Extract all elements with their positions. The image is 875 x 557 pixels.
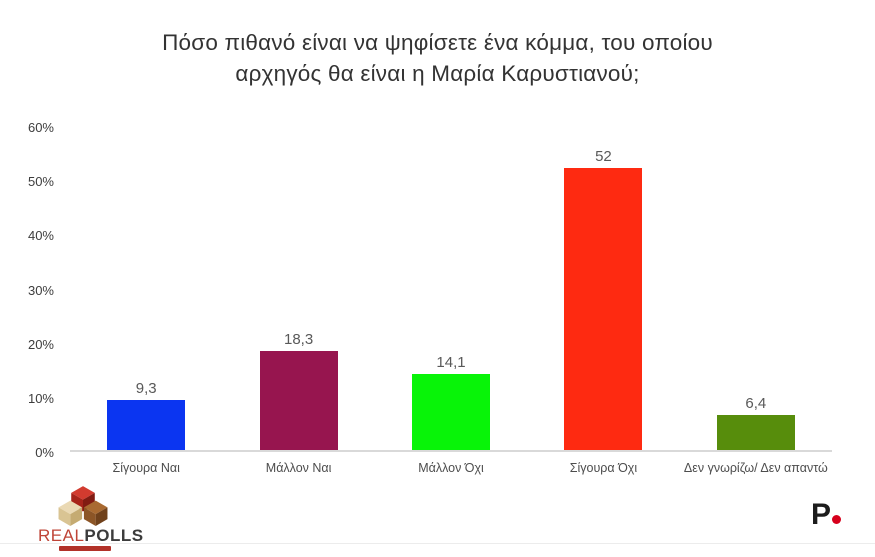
y-axis-tick-label: 20% <box>27 336 54 352</box>
y-axis-tick-label: 0% <box>35 445 54 460</box>
bar-category-label: Μάλλον Ναι <box>265 461 332 475</box>
bar-5 <box>716 415 795 450</box>
bar-2 <box>259 350 338 450</box>
realpolls-wordmark-real: REAL <box>38 526 85 545</box>
y-axis-tick-label: 60% <box>27 120 54 135</box>
bar-value-label: 14,1 <box>436 353 466 371</box>
realpolls-wordmark-polls: POLLS <box>84 526 144 545</box>
realpolls-wordmark: REALPOLLS <box>38 527 148 544</box>
y-axis: 0% 10% 20% 30% 40% 50% 60% <box>0 120 62 460</box>
bar-1 <box>107 399 186 450</box>
bar-category-label: Μάλλον Όχι <box>418 461 484 475</box>
bar-value-label: 6,4 <box>745 395 767 413</box>
chart-title-line2: αρχηγός θα είναι η Μαρία Καρυστιανού; <box>235 61 640 86</box>
bar-value-label: 52 <box>595 148 612 166</box>
plot-area: 9,3 Σίγουρα Ναι 18,3 Μάλλον Ναι 14,1 Μάλλον Ό… <box>70 127 832 475</box>
y-axis-tick-label: 40% <box>27 228 54 244</box>
chart-title-line1: Πόσο πιθανό είναι να ψηφίσετε ένα κόμμα,… <box>162 30 713 55</box>
bar-category-label: Δεν γνωρίζω/ Δεν απαντώ <box>683 461 828 475</box>
bar-value-label: 18,3 <box>284 330 314 348</box>
realpolls-logo: REALPOLLS <box>38 485 148 551</box>
y-axis-tick-label: 50% <box>27 174 54 190</box>
realpolls-tagline <box>59 546 111 551</box>
bar-column: 14,1 Μάλλον Όχι <box>375 127 527 475</box>
y-axis-tick-label: 30% <box>27 282 54 298</box>
realpolls-cubes-icon <box>58 486 108 526</box>
bar-column: 6,4 Δεν γνωρίζω/ Δεν απαντώ <box>680 127 832 475</box>
bar-value-label: 9,3 <box>135 379 157 397</box>
bottom-divider <box>0 543 875 544</box>
bar-category-label: Σίγουρα Ναι <box>112 461 180 475</box>
publisher-logo-letter: P <box>810 498 831 531</box>
bar-column: 18,3 Μάλλον Ναι <box>222 127 374 475</box>
bar-column: 52 Σίγουρα Όχι <box>527 127 679 475</box>
bar-column: 9,3 Σίγουρα Ναι <box>70 127 222 475</box>
publisher-logo-dot-icon <box>832 515 841 524</box>
y-axis-tick-label: 10% <box>27 390 54 406</box>
chart-title: Πόσο πιθανό είναι να ψηφίσετε ένα κόμμα,… <box>0 27 875 89</box>
bar-category-label: Σίγουρα Όχι <box>569 461 638 475</box>
publisher-logo: P <box>811 500 841 530</box>
bar-4 <box>564 168 643 450</box>
bar-3 <box>412 373 491 450</box>
